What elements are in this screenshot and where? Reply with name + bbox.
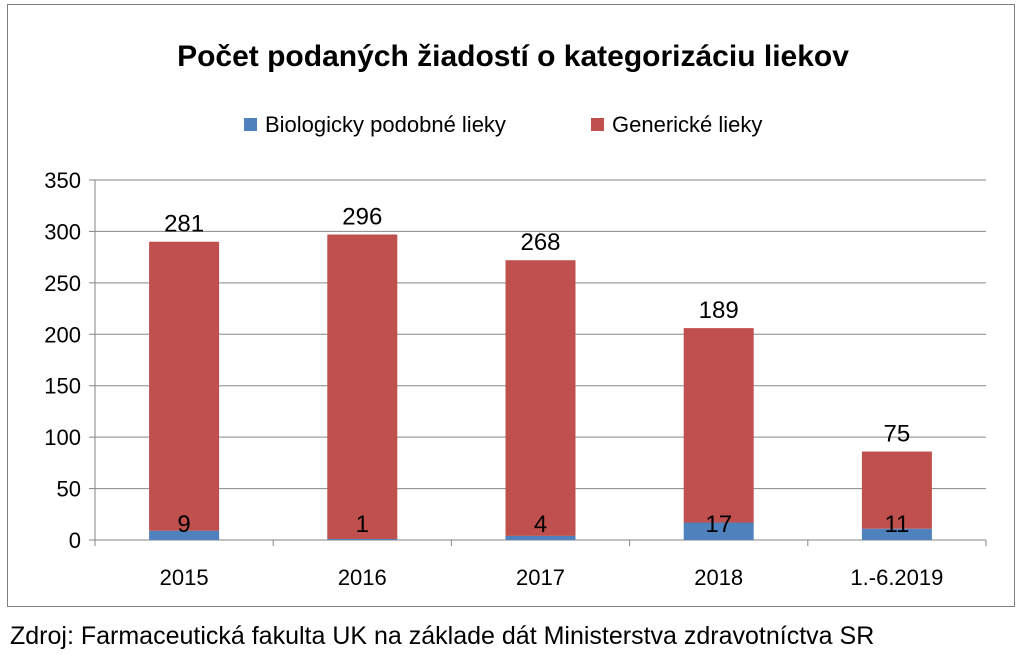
data-label-biologicky: 4 [534, 511, 547, 538]
bar-segment-biologicky [327, 538, 398, 540]
bar-segment-genericke [149, 241, 220, 531]
bar-segment-genericke [327, 234, 398, 539]
x-tick-label: 2018 [694, 565, 743, 590]
bar-segment-genericke [861, 451, 932, 529]
bars [149, 234, 932, 540]
x-tick-label: 2015 [160, 565, 209, 590]
x-tick-label: 1.-6.2019 [850, 565, 943, 590]
legend-label-genericke: Generické lieky [612, 112, 762, 137]
y-tick-label: 200 [44, 322, 81, 347]
chart-title: Počet podaných žiadostí o kategorizáciu … [177, 40, 849, 73]
data-label-biologicky: 17 [705, 511, 732, 538]
chart-frame: Počet podaných žiadostí o kategorizáciu … [7, 4, 1015, 607]
data-label-genericke: 296 [342, 204, 382, 231]
data-label-genericke: 268 [520, 229, 560, 256]
legend-swatch-biologicky [244, 118, 257, 131]
legend-swatch-genericke [591, 118, 604, 131]
legend: Biologicky podobné lieky Generické lieky [244, 112, 762, 137]
bar-segment-biologicky [683, 522, 754, 540]
data-label-genericke: 75 [884, 421, 911, 448]
y-tick-label: 150 [44, 374, 81, 399]
data-labels: 9 281 1 296 4 268 17 189 11 75 [164, 204, 910, 538]
data-label-genericke: 189 [699, 297, 739, 324]
data-label-biologicky: 11 [884, 511, 909, 538]
x-tick-label: 2017 [516, 565, 565, 590]
bar-segment-biologicky [149, 530, 220, 540]
legend-label-biologicky: Biologicky podobné lieky [265, 112, 506, 137]
bar-segment-biologicky [505, 535, 576, 540]
data-label-genericke: 281 [164, 211, 204, 238]
y-tick-label: 0 [69, 528, 81, 553]
data-label-biologicky: 9 [177, 511, 190, 538]
y-tick-label: 300 [44, 219, 81, 244]
x-tick-label: 2016 [338, 565, 387, 590]
source-note: Zdroj: Farmaceutická fakulta UK na zákla… [10, 622, 875, 650]
y-tick-label: 50 [57, 477, 81, 502]
bar-segment-genericke [683, 328, 754, 523]
y-tick-label: 100 [44, 425, 81, 450]
y-axis-ticks: 0 50 100 150 200 250 300 350 [44, 168, 81, 553]
y-tick-label: 250 [44, 271, 81, 296]
x-axis-ticks: 2015 2016 2017 2018 1.-6.2019 [94, 540, 987, 590]
bar-segment-biologicky [861, 528, 932, 540]
bar-segment-genericke [505, 260, 576, 536]
y-tick-label: 350 [44, 168, 81, 193]
stacked-bar-chart: Počet podaných žiadostí o kategorizáciu … [44, 40, 987, 590]
data-label-biologicky: 1 [356, 511, 369, 538]
